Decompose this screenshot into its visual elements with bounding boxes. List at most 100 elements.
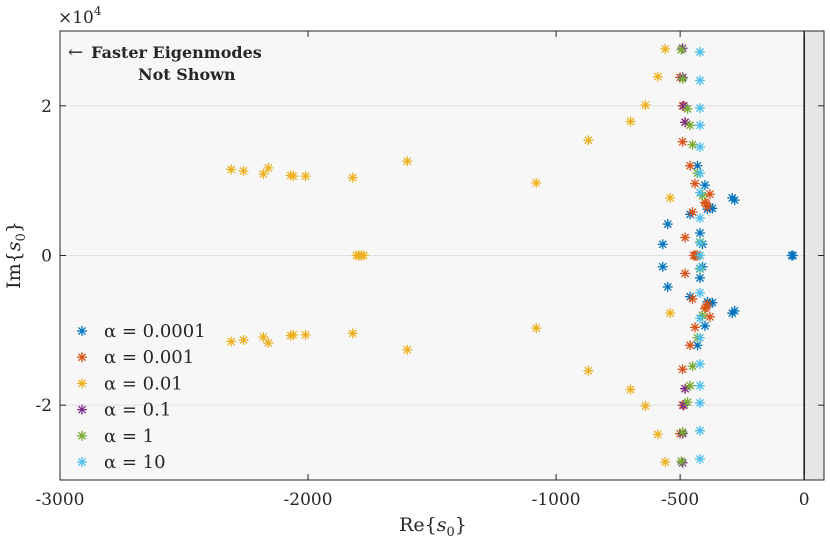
data-point — [687, 293, 698, 304]
data-point — [583, 365, 594, 376]
data-point — [699, 320, 710, 331]
data-point — [652, 429, 663, 440]
axis-ticks: -3000 -2000 -1000 -500 0 -2 0 2 — [35, 31, 824, 510]
data-point — [694, 287, 705, 298]
y-exponent-label: ×104 — [58, 4, 102, 28]
data-point — [640, 400, 651, 411]
data-point — [694, 425, 705, 436]
legend-label: α = 1 — [104, 426, 154, 447]
data-point — [694, 120, 705, 131]
series-5 — [694, 46, 705, 465]
data-point — [699, 197, 710, 208]
y-tick-label: 0 — [41, 247, 52, 267]
legend-marker — [77, 378, 87, 389]
data-point — [657, 261, 668, 272]
data-point — [787, 250, 798, 261]
data-point — [694, 313, 705, 324]
data-point — [694, 187, 705, 198]
data-point — [263, 162, 274, 173]
data-point — [226, 164, 237, 175]
data-point — [677, 136, 688, 147]
legend-marker — [77, 352, 87, 363]
data-point — [685, 120, 696, 131]
data-point — [226, 336, 237, 347]
data-points — [226, 43, 798, 468]
data-point — [727, 192, 738, 203]
legend-label: α = 0.1 — [104, 400, 171, 421]
data-point — [300, 329, 311, 340]
data-point — [690, 322, 701, 333]
data-point — [583, 135, 594, 146]
data-point — [694, 272, 705, 283]
data-point — [662, 281, 673, 292]
data-point — [694, 454, 705, 465]
x-tick-label: -500 — [661, 490, 699, 510]
data-point — [665, 192, 676, 203]
data-point — [694, 46, 705, 57]
data-point — [694, 359, 705, 370]
data-point — [699, 180, 710, 191]
data-point — [652, 71, 663, 82]
data-point — [288, 171, 299, 182]
data-point — [687, 139, 698, 150]
legend-marker — [77, 326, 87, 336]
legend-label: α = 10 — [104, 452, 166, 473]
data-point — [660, 457, 671, 468]
legend-label: α = 0.001 — [104, 347, 194, 368]
data-point — [660, 43, 671, 54]
data-point — [685, 340, 696, 351]
data-point — [694, 213, 705, 224]
legend-label: α = 0.0001 — [104, 321, 206, 342]
data-point — [694, 263, 705, 274]
legend: α = 0.0001 α = 0.001 α = 0.01 α = 0.1 α = 1 α… — [77, 321, 206, 473]
data-point — [694, 380, 705, 391]
data-point — [704, 189, 715, 200]
legend-marker — [77, 430, 87, 441]
data-point — [677, 364, 688, 375]
annotation-line-1: ← Faster Eigenmodes — [68, 42, 262, 63]
y-exponent-power: 4 — [94, 4, 102, 18]
data-point — [258, 332, 269, 343]
data-point — [694, 237, 705, 248]
x-tick-label: -1000 — [532, 490, 581, 510]
data-point — [677, 73, 688, 84]
legend-marker — [77, 404, 87, 415]
data-point — [677, 427, 688, 438]
data-point — [694, 103, 705, 114]
data-point — [665, 308, 676, 319]
data-point — [694, 397, 705, 408]
data-point — [300, 171, 311, 182]
data-point — [687, 361, 698, 372]
data-point — [694, 168, 705, 179]
data-point — [687, 207, 698, 218]
x-tick-label: -3000 — [35, 490, 84, 510]
data-point — [258, 168, 269, 179]
data-point — [531, 177, 542, 188]
annotation-line-2: Not Shown — [138, 65, 236, 84]
series-2 — [226, 43, 676, 468]
data-point — [685, 160, 696, 171]
data-point — [347, 172, 358, 183]
data-point — [694, 250, 705, 261]
data-point — [238, 335, 249, 346]
x-tick-label: -2000 — [284, 490, 333, 510]
data-point — [690, 178, 701, 189]
data-point — [625, 384, 636, 395]
data-point — [625, 116, 636, 127]
data-point — [531, 323, 542, 334]
data-point — [694, 75, 705, 86]
data-point — [694, 228, 705, 239]
legend-marker — [77, 457, 87, 467]
plot-frame — [59, 30, 825, 481]
data-point — [238, 165, 249, 176]
data-point — [402, 344, 413, 355]
data-point — [288, 329, 299, 340]
y-tick-label: 2 — [41, 97, 52, 117]
data-point — [263, 338, 274, 349]
legend-label: α = 0.01 — [104, 373, 183, 394]
data-point — [347, 328, 358, 339]
data-point — [694, 141, 705, 152]
data-point — [657, 239, 668, 250]
y-tick-label: -2 — [35, 396, 52, 416]
